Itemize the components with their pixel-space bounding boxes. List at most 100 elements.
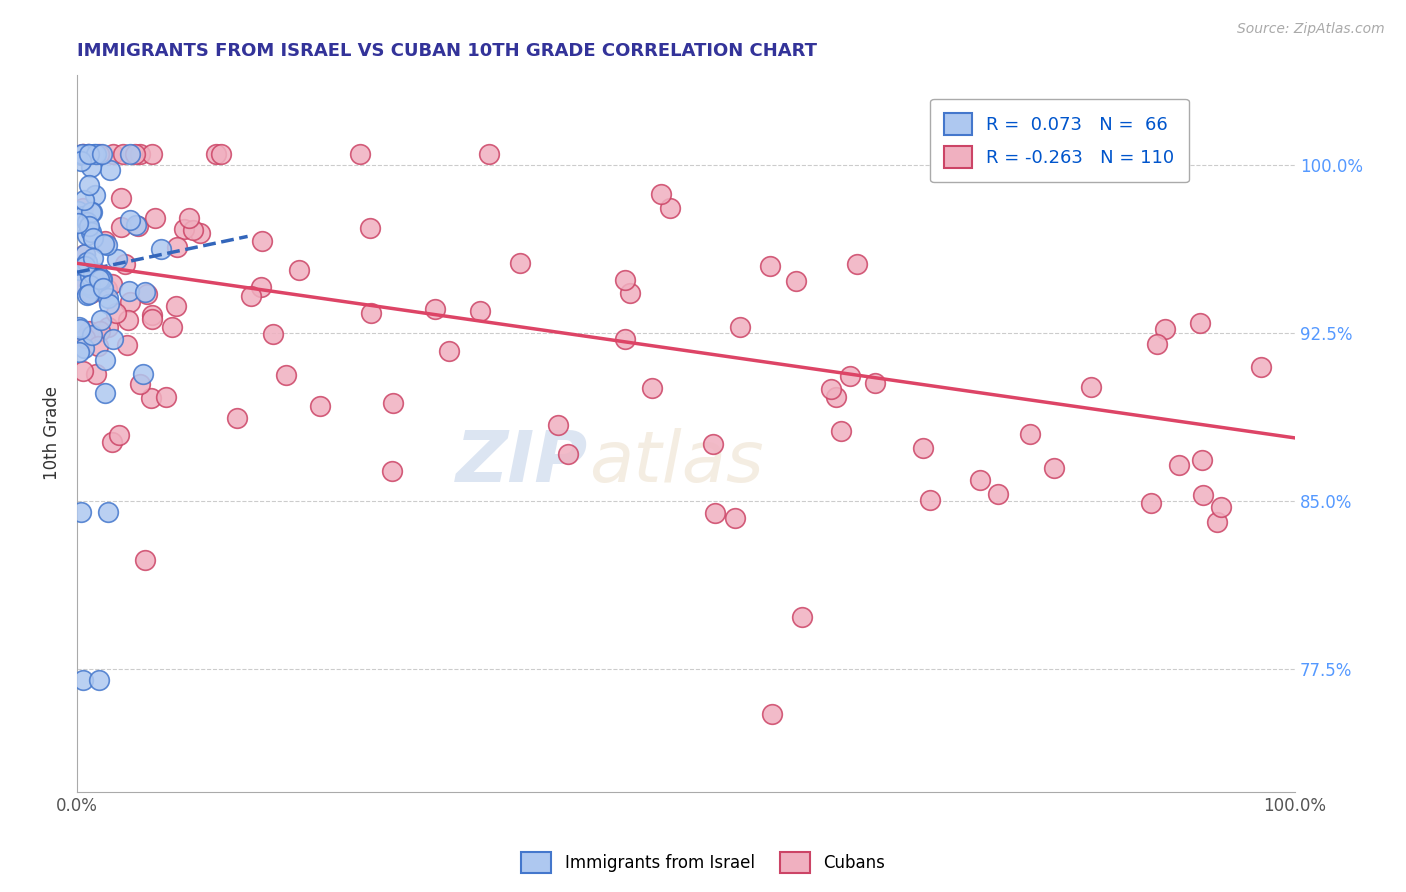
Point xyxy=(274,368,297,382)
Point xyxy=(118,146,141,161)
Point xyxy=(69,322,91,336)
Point xyxy=(166,299,188,313)
Point xyxy=(67,277,90,291)
Point xyxy=(128,376,150,391)
Point xyxy=(349,146,371,161)
Point xyxy=(262,327,284,342)
Point xyxy=(82,231,104,245)
Point xyxy=(478,146,501,161)
Point xyxy=(70,153,93,168)
Point xyxy=(1205,515,1227,529)
Point xyxy=(77,286,100,301)
Point xyxy=(72,146,94,161)
Point xyxy=(79,226,101,240)
Point xyxy=(72,277,94,292)
Point xyxy=(82,328,104,343)
Point xyxy=(77,146,100,161)
Point xyxy=(73,193,96,207)
Point xyxy=(205,146,228,161)
Point xyxy=(134,552,156,566)
Point xyxy=(76,215,98,229)
Point xyxy=(1168,458,1191,472)
Point xyxy=(381,464,404,478)
Point xyxy=(101,146,124,161)
Point xyxy=(101,332,124,346)
Point xyxy=(118,213,141,227)
Point xyxy=(120,294,142,309)
Point xyxy=(72,146,94,161)
Point xyxy=(84,272,107,286)
Point xyxy=(105,252,128,266)
Point xyxy=(84,368,107,382)
Point xyxy=(94,353,117,368)
Point xyxy=(90,312,112,326)
Point xyxy=(173,221,195,235)
Point xyxy=(1154,322,1177,336)
Point xyxy=(761,707,783,722)
Point xyxy=(77,178,100,193)
Point xyxy=(619,286,641,301)
Point xyxy=(911,441,934,455)
Point xyxy=(509,256,531,270)
Point xyxy=(100,277,122,291)
Point xyxy=(111,146,134,161)
Point xyxy=(468,304,491,318)
Point xyxy=(96,291,118,305)
Point xyxy=(141,312,163,326)
Point xyxy=(73,247,96,261)
Point xyxy=(166,240,188,254)
Point xyxy=(1146,336,1168,351)
Point xyxy=(91,272,114,286)
Point xyxy=(67,263,90,277)
Point xyxy=(250,235,273,249)
Point xyxy=(382,396,405,410)
Point xyxy=(141,146,163,161)
Point xyxy=(1019,426,1042,441)
Point xyxy=(820,382,842,396)
Point xyxy=(89,272,111,286)
Point xyxy=(79,280,101,294)
Point xyxy=(728,319,751,334)
Point xyxy=(73,331,96,345)
Point xyxy=(547,418,569,433)
Point xyxy=(141,308,163,322)
Point xyxy=(97,319,120,334)
Point xyxy=(108,428,131,442)
Point xyxy=(70,146,93,161)
Text: atlas: atlas xyxy=(589,427,763,497)
Point xyxy=(702,437,724,451)
Point xyxy=(209,146,232,161)
Point xyxy=(309,399,332,413)
Point xyxy=(790,609,813,624)
Text: Source: ZipAtlas.com: Source: ZipAtlas.com xyxy=(1237,22,1385,37)
Point xyxy=(613,332,636,346)
Point xyxy=(1140,496,1163,510)
Point xyxy=(863,376,886,391)
Point xyxy=(250,280,273,294)
Point xyxy=(128,146,150,161)
Point xyxy=(134,285,156,300)
Point xyxy=(73,341,96,355)
Point xyxy=(94,234,117,248)
Point xyxy=(77,324,100,338)
Point xyxy=(82,267,104,281)
Point xyxy=(1192,488,1215,502)
Point xyxy=(84,146,107,161)
Point xyxy=(110,220,132,235)
Point xyxy=(1189,317,1212,331)
Point xyxy=(69,505,91,519)
Point xyxy=(846,257,869,271)
Point xyxy=(1043,460,1066,475)
Point xyxy=(423,301,446,316)
Point xyxy=(135,287,157,301)
Point xyxy=(188,226,211,240)
Point xyxy=(240,289,263,303)
Point xyxy=(650,186,672,201)
Point xyxy=(87,339,110,353)
Point xyxy=(80,205,103,219)
Point xyxy=(969,473,991,487)
Point xyxy=(76,227,98,242)
Point xyxy=(704,506,727,520)
Point xyxy=(80,204,103,219)
Point xyxy=(557,447,579,461)
